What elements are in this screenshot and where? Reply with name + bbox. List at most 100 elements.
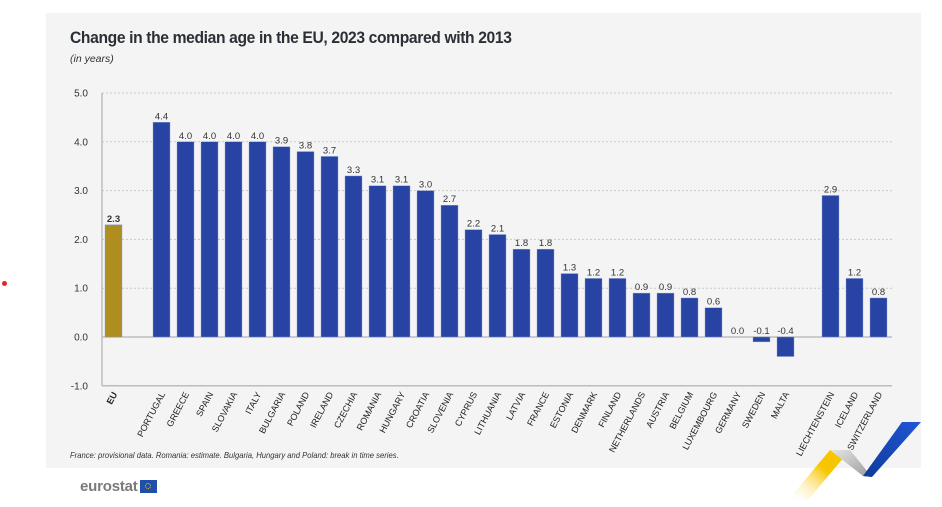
value-label-spain: 4.0 — [203, 131, 216, 142]
value-label-greece: 4.0 — [179, 131, 192, 142]
value-label-romania: 3.1 — [371, 175, 384, 186]
value-label-iceland: 1.2 — [848, 267, 861, 278]
bar-luxembourg — [704, 307, 723, 338]
bar-ireland — [320, 156, 339, 338]
value-label-liechtenstein: 2.9 — [824, 184, 837, 195]
value-label-austria: 0.9 — [659, 282, 672, 293]
y-tick-label: 1.0 — [74, 284, 88, 295]
value-label-czechia: 3.3 — [347, 165, 360, 176]
category-label-austria: AUSTRIA — [644, 390, 671, 429]
category-label-cyprus: CYPRUS — [453, 390, 479, 428]
bar-bulgaria — [272, 146, 291, 338]
bar-belgium — [680, 297, 699, 338]
category-label-iceland: ICELAND — [833, 390, 860, 430]
ribbon-yellow — [788, 450, 850, 500]
bar-iceland — [845, 278, 864, 338]
y-tick-label: 3.0 — [74, 186, 88, 197]
bar-france — [536, 248, 555, 338]
bar-switzerland — [869, 297, 888, 338]
bar-romania — [368, 185, 387, 338]
bar-spain — [200, 141, 219, 338]
bar-netherlands — [632, 292, 651, 338]
bar-portugal — [152, 122, 171, 338]
value-label-poland: 3.8 — [299, 141, 312, 152]
chart-title: Change in the median age in the EU, 2023… — [70, 28, 512, 47]
value-label-ireland: 3.7 — [323, 145, 336, 156]
value-label-switzerland: 0.8 — [872, 287, 885, 298]
y-tick-label: 5.0 — [74, 89, 88, 100]
value-label-italy: 4.0 — [251, 131, 264, 142]
eurostat-logo: eurostat — [80, 478, 157, 495]
bar-cyprus — [464, 229, 483, 338]
y-tick-label: 2.0 — [74, 235, 88, 246]
ribbon-blue — [863, 422, 921, 477]
bar-denmark — [584, 278, 603, 338]
category-label-poland: POLAND — [285, 390, 311, 428]
bar-eu — [104, 224, 123, 338]
value-label-lithuania: 2.1 — [491, 224, 504, 235]
eu-flag-icon — [139, 480, 157, 493]
category-label-malta: MALTA — [769, 390, 791, 420]
value-label-malta: -0.4 — [777, 326, 793, 337]
eurostat-ribbon-decoration — [788, 422, 921, 500]
bar-slovakia — [224, 141, 243, 338]
value-label-hungary: 3.1 — [395, 175, 408, 186]
category-label-czechia: CZECHIA — [332, 390, 359, 430]
bar-croatia — [416, 190, 435, 338]
category-label-eu: EU — [105, 390, 120, 406]
bar-estonia — [560, 273, 579, 338]
category-label-croatia: CROATIA — [404, 390, 431, 429]
value-label-denmark: 1.2 — [587, 267, 600, 278]
bars — [104, 122, 888, 357]
chart-footnote: France: provisional data. Romania: estim… — [70, 450, 399, 460]
category-label-greece: GREECE — [165, 390, 192, 428]
category-label-italy: ITALY — [243, 390, 263, 416]
category-label-spain: SPAIN — [194, 390, 215, 418]
value-label-cyprus: 2.2 — [467, 219, 480, 230]
y-tick-label: 4.0 — [74, 137, 88, 148]
bar-liechtenstein — [821, 195, 840, 338]
bar-slovenia — [440, 205, 459, 338]
value-label-latvia: 1.8 — [515, 238, 528, 249]
category-label-sweden: SWEDEN — [740, 390, 767, 430]
value-label-slovenia: 2.7 — [443, 194, 456, 205]
value-label-netherlands: 0.9 — [635, 282, 648, 293]
value-label-germany: 0.0 — [731, 326, 744, 337]
cursor-marker-dot — [2, 281, 7, 286]
bar-austria — [656, 292, 675, 338]
bar-italy — [248, 141, 267, 338]
bar-latvia — [512, 248, 531, 338]
bar-poland — [296, 151, 315, 338]
bar-malta — [776, 336, 795, 357]
value-label-belgium: 0.8 — [683, 287, 696, 298]
value-label-estonia: 1.3 — [563, 263, 576, 274]
category-label-finland: FINLAND — [596, 390, 623, 429]
value-label-eu: 2.3 — [107, 214, 120, 225]
category-label-estonia: ESTONIA — [548, 390, 575, 429]
category-label-portugal: PORTUGAL — [135, 390, 167, 438]
bar-hungary — [392, 185, 411, 338]
bar-czechia — [344, 175, 363, 338]
chart-subtitle: (in years) — [70, 53, 114, 65]
category-label-ireland: IRELAND — [308, 390, 335, 430]
value-label-portugal: 4.4 — [155, 111, 168, 122]
value-label-bulgaria: 3.9 — [275, 136, 288, 147]
category-label-france: FRANCE — [525, 390, 551, 427]
bar-lithuania — [488, 234, 507, 338]
value-label-luxembourg: 0.6 — [707, 297, 720, 308]
category-label-latvia: LATVIA — [504, 390, 527, 422]
logo-text: eurostat — [80, 478, 138, 495]
bar-finland — [608, 278, 627, 338]
y-tick-label: -1.0 — [71, 381, 89, 392]
value-label-croatia: 3.0 — [419, 180, 432, 191]
value-label-slovakia: 4.0 — [227, 131, 240, 142]
category-label-liechtenstein: LIECHTENSTEIN — [794, 390, 836, 457]
y-axis-ticks: 5.0 4.0 3.0 2.0 1.0 0.0 -1.0 — [71, 89, 89, 393]
value-label-sweden: -0.1 — [753, 326, 769, 337]
value-label-france: 1.8 — [539, 238, 552, 249]
ribbon-grey — [830, 450, 872, 477]
value-labels: 2.3 4.4 4.0 4.0 4.0 4.0 3.9 3.8 3.7 3.3 3.1 3.1 3.0 2… — [107, 111, 885, 337]
y-tick-label: 0.0 — [74, 333, 88, 344]
